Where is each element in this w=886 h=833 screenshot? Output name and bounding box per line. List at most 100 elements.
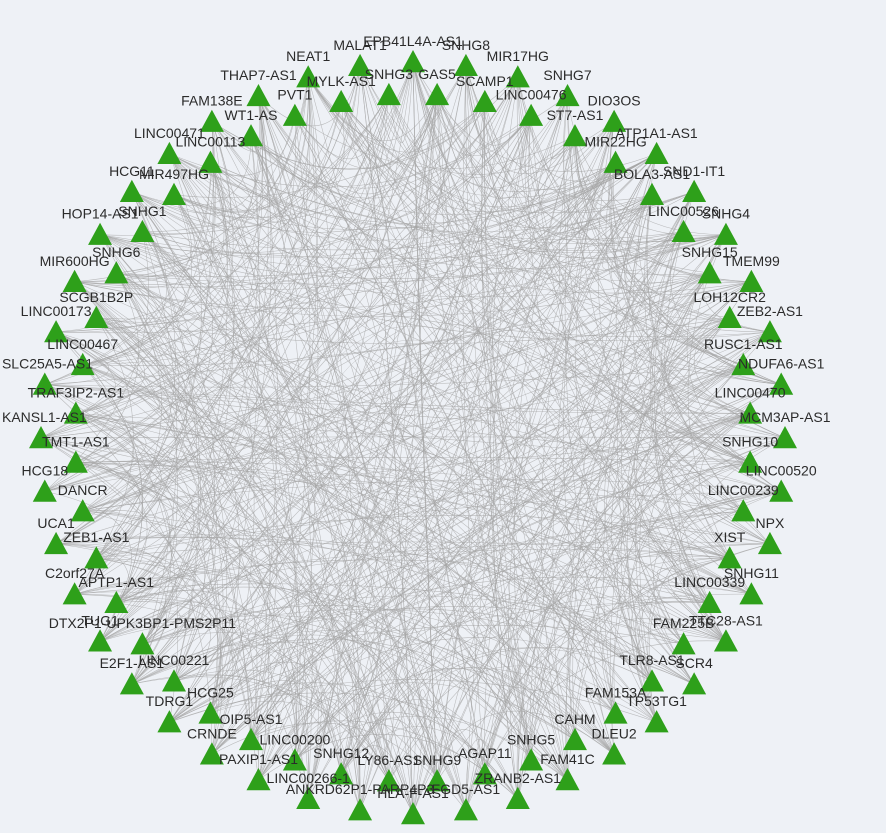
network-node[interactable] (119, 179, 144, 202)
network-node[interactable] (713, 629, 738, 652)
network-node[interactable] (717, 546, 742, 569)
network-node[interactable] (773, 426, 797, 449)
network-node[interactable] (682, 179, 707, 202)
network-node[interactable] (329, 89, 354, 113)
network-edge (388, 491, 782, 782)
network-node[interactable] (348, 798, 373, 821)
network-node[interactable] (602, 742, 627, 765)
network-node[interactable] (505, 65, 530, 88)
network-node[interactable] (425, 82, 450, 106)
network-node[interactable] (70, 499, 95, 522)
network-node[interactable] (603, 701, 628, 724)
network-node[interactable] (519, 748, 544, 771)
network-node[interactable] (32, 372, 57, 395)
network-edge (210, 162, 752, 294)
network-node[interactable] (161, 182, 186, 205)
network-node[interactable] (738, 401, 763, 424)
network-node[interactable] (401, 50, 425, 73)
network-node[interactable] (739, 582, 764, 605)
network-node[interactable] (505, 786, 530, 809)
network-node[interactable] (44, 531, 69, 555)
network-node[interactable] (644, 141, 669, 165)
network-node[interactable] (130, 219, 155, 243)
network-node[interactable] (104, 261, 129, 284)
network-node[interactable] (84, 546, 109, 569)
network-node[interactable] (640, 669, 665, 692)
network-node[interactable] (376, 769, 401, 792)
network-node[interactable] (104, 590, 129, 614)
network-node[interactable] (562, 727, 587, 751)
network-node[interactable] (246, 768, 271, 791)
network-node[interactable] (769, 372, 794, 395)
network-node[interactable] (644, 710, 669, 733)
network-node[interactable] (296, 786, 321, 809)
network-node[interactable] (757, 320, 782, 343)
network-node[interactable] (738, 450, 763, 473)
network-node[interactable] (70, 352, 95, 376)
network-node[interactable] (329, 762, 354, 785)
network-node[interactable] (198, 701, 223, 724)
network-edge (96, 121, 216, 559)
network-node[interactable] (296, 65, 321, 88)
node-label: SNHG8 (442, 37, 490, 53)
network-node[interactable] (671, 219, 696, 243)
network-node[interactable] (453, 53, 478, 77)
network-node[interactable] (472, 762, 497, 785)
network-node[interactable] (731, 499, 756, 522)
network-node[interactable] (453, 798, 478, 821)
network-node[interactable] (63, 401, 88, 424)
network-node[interactable] (717, 305, 742, 328)
network-node[interactable] (555, 768, 580, 791)
network-node[interactable] (157, 141, 182, 165)
network-node[interactable] (198, 150, 223, 173)
network-node[interactable] (425, 769, 450, 792)
network-edge (116, 77, 311, 604)
network-node[interactable] (282, 748, 307, 771)
network-edge (74, 577, 234, 714)
network-node[interactable] (713, 222, 738, 245)
network-node[interactable] (602, 109, 627, 132)
network-node[interactable] (401, 802, 425, 825)
network-node[interactable] (29, 426, 53, 449)
network-node[interactable] (555, 83, 580, 107)
network-node[interactable] (671, 632, 696, 655)
network-edge (340, 95, 568, 775)
network-edge (55, 94, 390, 545)
network-node[interactable] (640, 182, 665, 205)
network-node[interactable] (682, 672, 707, 695)
network-node[interactable] (199, 742, 224, 765)
network-node[interactable] (84, 305, 109, 328)
network-edge (142, 231, 615, 755)
network-node[interactable] (757, 531, 782, 555)
network-node[interactable] (246, 83, 271, 107)
network-node[interactable] (119, 672, 144, 695)
network-node[interactable] (157, 710, 182, 733)
network-node[interactable] (697, 590, 722, 614)
network-node[interactable] (88, 629, 113, 652)
network-node[interactable] (62, 582, 87, 605)
network-edge (55, 331, 615, 755)
network-node[interactable] (199, 109, 224, 132)
network-node[interactable] (739, 269, 764, 293)
network-node[interactable] (130, 632, 155, 655)
network-node[interactable] (769, 479, 794, 502)
network-node[interactable] (519, 103, 544, 126)
network-edge (99, 162, 235, 642)
network-node[interactable] (44, 320, 69, 343)
network-node[interactable] (562, 124, 587, 147)
network-node[interactable] (472, 89, 497, 113)
network-node[interactable] (731, 352, 756, 376)
node-label: CRNDE (187, 725, 237, 741)
network-node[interactable] (282, 103, 307, 126)
network-node[interactable] (32, 479, 57, 502)
network-node[interactable] (376, 82, 401, 106)
network-node[interactable] (239, 727, 264, 751)
network-node[interactable] (62, 269, 87, 293)
network-node[interactable] (239, 124, 264, 147)
network-node[interactable] (697, 261, 722, 284)
network-node[interactable] (88, 222, 113, 245)
network-node[interactable] (348, 53, 373, 77)
network-node[interactable] (603, 150, 628, 173)
network-node[interactable] (161, 669, 186, 692)
network-node[interactable] (63, 450, 88, 473)
